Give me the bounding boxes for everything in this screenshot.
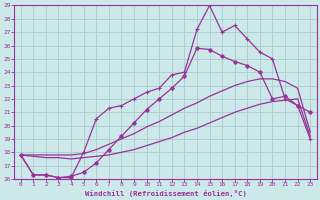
X-axis label: Windchill (Refroidissement éolien,°C): Windchill (Refroidissement éolien,°C) [84, 190, 246, 197]
